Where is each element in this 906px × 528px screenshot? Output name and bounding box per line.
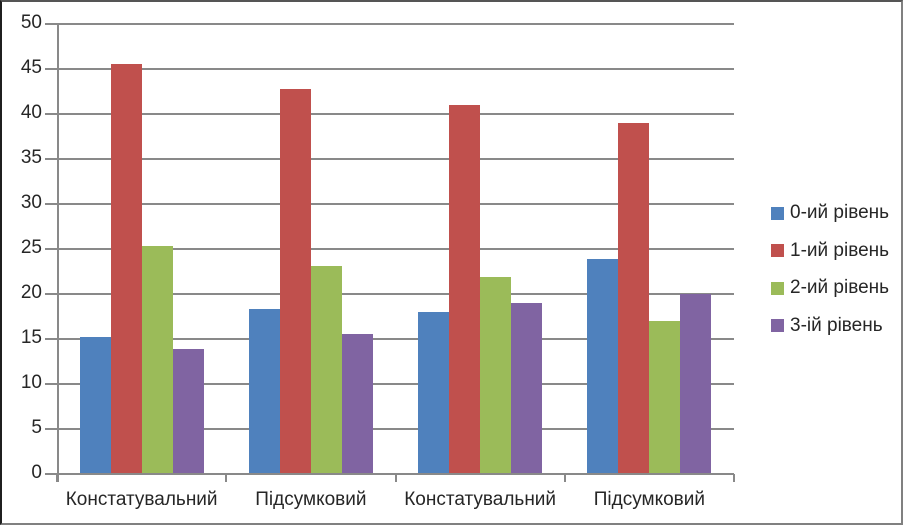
x-axis-category-label: Констатувальний xyxy=(404,489,557,510)
x-axis-category-label: Підсумковий xyxy=(255,489,367,510)
bar xyxy=(480,276,512,474)
legend-series-label: 2-ий рівень xyxy=(790,277,890,298)
legend-series-label: 1-ий рівень xyxy=(790,239,890,261)
bar xyxy=(248,309,280,474)
gridline xyxy=(45,158,734,160)
x-axis-tick xyxy=(733,474,735,482)
y-axis-tick-label: 25 xyxy=(20,237,42,258)
bar xyxy=(587,258,619,474)
x-axis-tick xyxy=(563,474,566,482)
y-axis-tick-label: 35 xyxy=(20,147,42,168)
x-axis-tick xyxy=(394,474,397,482)
legend-item: 0-ий рівень xyxy=(771,202,889,224)
x-axis-tick xyxy=(225,474,228,482)
y-axis-tick-label: 15 xyxy=(20,327,42,348)
bar xyxy=(618,123,650,474)
legend-item: 1-ий рівень xyxy=(771,240,889,262)
legend-item: 3-ій рівень xyxy=(771,315,883,337)
x-axis-line xyxy=(45,473,734,475)
bar xyxy=(172,348,204,474)
y-axis-tick-label: 10 xyxy=(20,372,42,393)
y-axis-tick-label: 5 xyxy=(31,417,42,438)
legend-swatch-icon xyxy=(771,319,784,332)
bar xyxy=(680,294,712,474)
legend-series-label: 3-ій рівень xyxy=(790,314,883,336)
bar xyxy=(110,63,142,474)
gridline xyxy=(45,338,734,340)
bar xyxy=(79,337,111,474)
gridline xyxy=(45,293,734,295)
gridline xyxy=(45,203,734,205)
gridline xyxy=(45,428,734,430)
y-axis-line xyxy=(57,24,59,482)
y-axis-tick-label: 20 xyxy=(20,282,42,303)
legend: 0-ий рівень 1-ий рівень 2-ий рівень 3-ій рі… xyxy=(771,202,901,342)
y-axis-tick-label: 30 xyxy=(20,192,42,213)
legend-swatch-icon xyxy=(771,206,784,220)
y-axis-tick-label: 50 xyxy=(20,12,42,33)
legend-swatch-icon xyxy=(771,244,784,257)
bar xyxy=(649,321,681,474)
x-axis-category-label: Підсумковий xyxy=(593,489,705,510)
legend-swatch-icon xyxy=(771,281,784,295)
gridline xyxy=(45,113,734,115)
bar xyxy=(141,246,173,474)
bar xyxy=(310,266,342,474)
y-axis-tick-label: 0 xyxy=(31,462,42,483)
bar xyxy=(279,88,311,474)
x-axis-tick xyxy=(56,474,58,482)
y-axis-tick-label: 40 xyxy=(20,102,42,123)
y-axis-tick-label: 45 xyxy=(20,57,42,78)
x-axis-category-label: Констатувальний xyxy=(65,489,218,510)
gridline xyxy=(45,383,734,385)
legend-item: 2-ий рівень xyxy=(771,277,889,299)
bar xyxy=(341,333,373,474)
legend-series-label: 0-ий рівень xyxy=(790,202,890,223)
bar xyxy=(449,105,481,474)
gridline xyxy=(45,68,734,70)
gridline xyxy=(45,248,734,250)
gridline xyxy=(45,23,734,25)
bar xyxy=(418,312,450,474)
bar xyxy=(511,303,543,474)
